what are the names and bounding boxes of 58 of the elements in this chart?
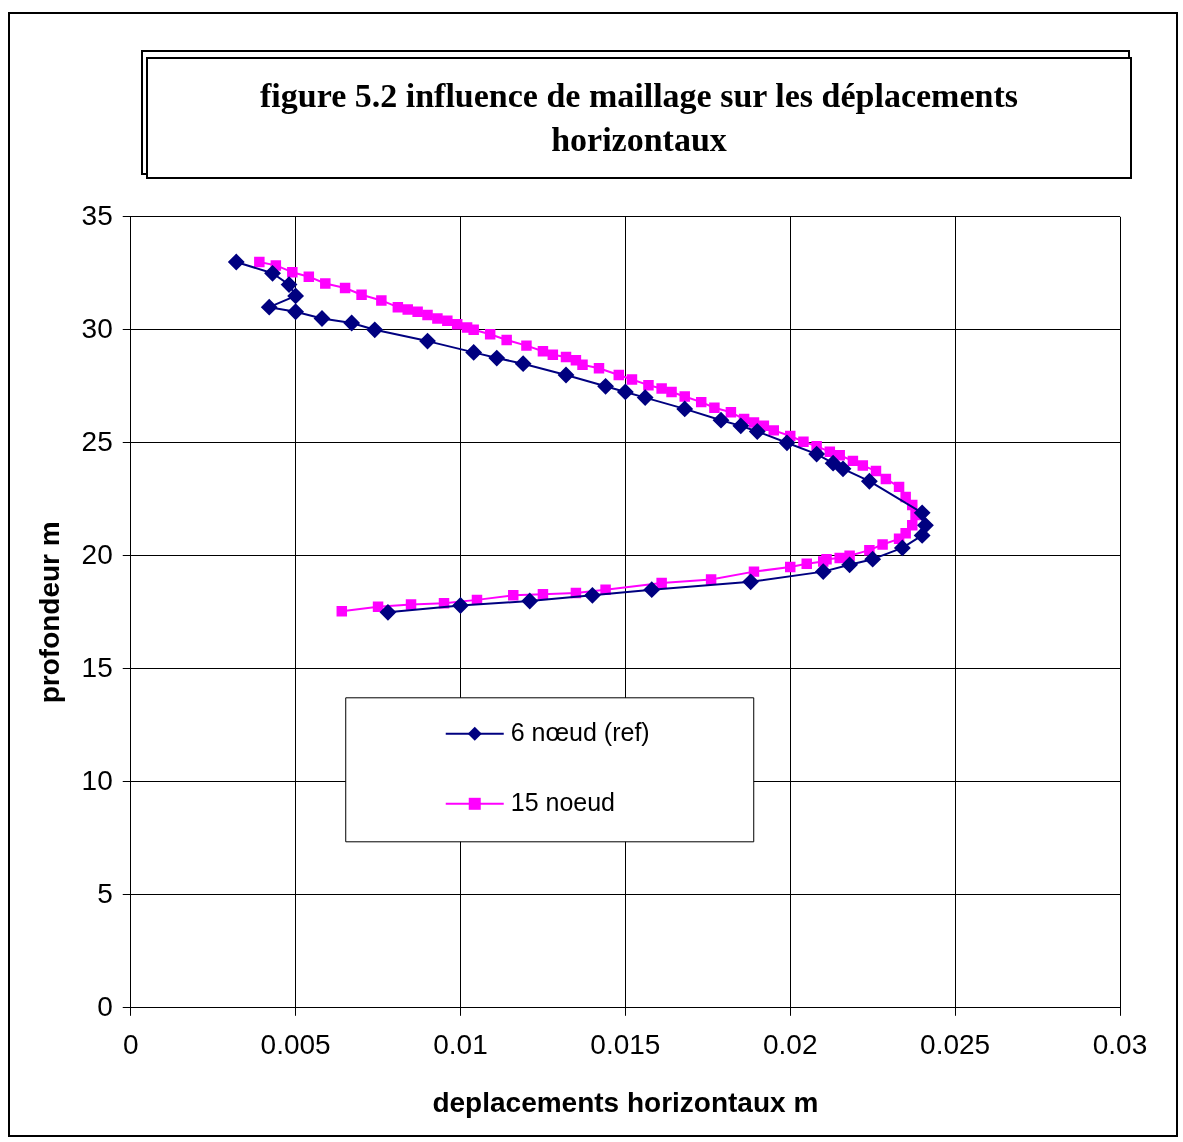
y-tick-label: 5: [97, 877, 113, 909]
point: [637, 389, 654, 406]
point: [835, 460, 852, 477]
y-tick-label: 25: [81, 425, 113, 457]
y-tick-label: 0: [97, 990, 113, 1022]
point: [732, 417, 749, 434]
point: [452, 597, 469, 614]
point: [228, 254, 245, 270]
y-tick-label: 20: [81, 538, 113, 570]
point: [617, 383, 634, 400]
point: [914, 504, 931, 521]
x-tick-label: 0.025: [920, 1029, 991, 1061]
point: [521, 593, 538, 609]
point: [584, 587, 601, 604]
x-tick-label: 0.02: [763, 1029, 818, 1061]
point: [366, 321, 383, 338]
point: [713, 412, 729, 429]
point: [419, 333, 436, 350]
point: [914, 527, 931, 544]
point: [749, 423, 766, 440]
point: [841, 556, 858, 573]
y-tick-label: 35: [81, 199, 113, 231]
point: [864, 551, 881, 568]
point: [343, 315, 360, 332]
point: [264, 265, 281, 282]
point: [742, 573, 759, 590]
legend-label: 15 noeud: [510, 787, 616, 816]
legend-label: 6 nœud (ref): [510, 717, 650, 746]
point: [261, 299, 278, 316]
x-tick-label: 0.005: [260, 1029, 331, 1061]
point: [314, 310, 330, 327]
point: [861, 473, 878, 490]
x-tick-label: 0: [122, 1029, 139, 1061]
chart-title: figure 5.2 influence de maillage sur les déplacements horizontaux: [146, 57, 1132, 179]
point: [379, 604, 396, 621]
point: [465, 344, 482, 361]
point: [287, 303, 304, 320]
point: [488, 350, 505, 367]
y-axis-title: profondeur m: [33, 521, 65, 704]
x-tick-label: 0.01: [433, 1029, 488, 1061]
point: [515, 355, 532, 372]
point: [597, 378, 614, 395]
x-tick-label: 0.015: [590, 1029, 661, 1061]
point: [825, 455, 842, 472]
point: [287, 287, 304, 304]
point: [676, 400, 693, 417]
x-axis-title: deplacements horizontaux m: [432, 1086, 819, 1118]
point: [894, 539, 911, 556]
point: [778, 434, 795, 451]
y-tick-label: 30: [81, 312, 113, 344]
y-tick-label: 15: [81, 651, 113, 683]
point: [815, 563, 832, 580]
y-tick-label: 10: [81, 764, 113, 796]
point: [558, 367, 575, 383]
point: [808, 446, 825, 463]
point: [281, 276, 298, 293]
x-tick-label: 0.03: [1092, 1029, 1148, 1061]
point: [643, 581, 660, 598]
